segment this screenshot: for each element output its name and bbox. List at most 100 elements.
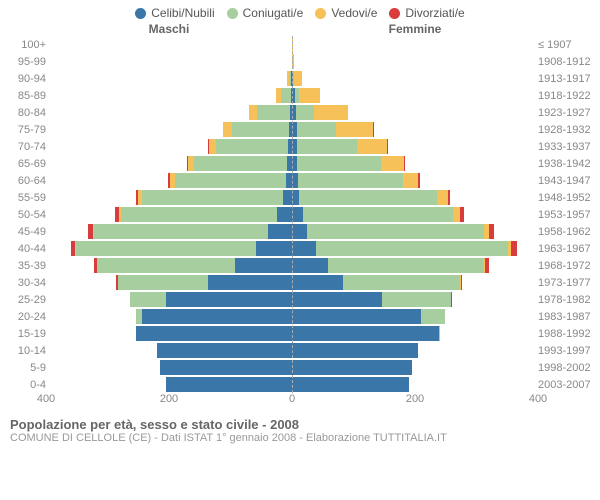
female-bar (292, 54, 532, 69)
header-female: Femmine (292, 22, 538, 36)
pyramid-row: 75-791928-1932 (0, 121, 600, 138)
legend-item-celibi: Celibi/Nubili (135, 6, 214, 20)
age-label: 20-24 (0, 311, 52, 323)
male-bar (52, 190, 292, 205)
birth-label: 1923-1927 (532, 107, 600, 119)
seg-vedovi (294, 71, 302, 86)
age-label: 95-99 (0, 56, 52, 68)
pyramid-row: 60-64 1943-1947 (0, 172, 600, 189)
female-bar (292, 105, 532, 120)
pyramid-row: 50-54 1953-1957 (0, 206, 600, 223)
pyramid-row: 100+≤ 1907 (0, 36, 600, 53)
seg-coniugati (118, 275, 208, 290)
x-tick: 200 (160, 393, 178, 411)
age-label: 5-9 (0, 362, 52, 374)
birth-label: ≤ 1907 (532, 39, 600, 51)
pyramid-row: 35-391968-1972 (0, 257, 600, 274)
pyramid-row: 70-741933-1937 (0, 138, 600, 155)
seg-celibi (292, 360, 412, 375)
female-bar (292, 241, 532, 256)
x-tick: 200 (406, 393, 424, 411)
seg-coniugati (142, 190, 283, 205)
birth-label: 1988-1992 (532, 328, 600, 340)
seg-coniugati (343, 275, 460, 290)
female-bar (292, 71, 532, 86)
legend-label: Vedovi/e (331, 6, 377, 20)
birth-label: 1963-1967 (532, 243, 600, 255)
age-label: 0-4 (0, 379, 52, 391)
age-label: 50-54 (0, 209, 52, 221)
pyramid-row: 55-591948-1952 (0, 189, 600, 206)
seg-divorziati (373, 122, 374, 137)
seg-coniugati (307, 224, 484, 239)
seg-coniugati (175, 173, 286, 188)
seg-divorziati (511, 241, 517, 256)
birth-label: 1908-1912 (532, 56, 600, 68)
female-bar (292, 190, 532, 205)
birth-label: 2003-2007 (532, 379, 600, 391)
male-bar (52, 292, 292, 307)
seg-coniugati (299, 190, 437, 205)
birth-label: 1983-1987 (532, 311, 600, 323)
male-bar (52, 122, 292, 137)
pyramid-row: 15-191988-1992 (0, 325, 600, 342)
age-label: 90-94 (0, 73, 52, 85)
female-bar (292, 139, 532, 154)
seg-divorziati (485, 258, 489, 273)
legend: Celibi/Nubili Coniugati/e Vedovi/e Divorzia… (0, 0, 600, 22)
seg-celibi (208, 275, 292, 290)
seg-coniugati (382, 292, 451, 307)
age-label: 80-84 (0, 107, 52, 119)
male-bar (52, 173, 292, 188)
birth-label: 1993-1997 (532, 345, 600, 357)
seg-coniugati (76, 241, 256, 256)
seg-coniugati (297, 156, 381, 171)
female-bar (292, 156, 532, 171)
plot-area: Fasce di età Anni di nascita 100+≤ 19079… (0, 36, 600, 393)
age-label: 25-29 (0, 294, 52, 306)
female-bar (292, 258, 532, 273)
seg-celibi (142, 309, 292, 324)
legend-item-divorziati: Divorziati/e (389, 6, 464, 20)
male-bar (52, 343, 292, 358)
legend-item-coniugati: Coniugati/e (227, 6, 304, 20)
seg-celibi (292, 275, 343, 290)
seg-celibi (256, 241, 292, 256)
pyramid-row: 45-491958-1962 (0, 223, 600, 240)
seg-coniugati (130, 292, 166, 307)
birth-label: 1933-1937 (532, 141, 600, 153)
seg-divorziati (404, 156, 405, 171)
seg-celibi (268, 224, 292, 239)
female-bar (292, 309, 532, 324)
chart-footer: Popolazione per età, sesso e stato civil… (0, 411, 600, 448)
seg-celibi (292, 326, 439, 341)
birth-label: 1918-1922 (532, 90, 600, 102)
birth-label: 1953-1957 (532, 209, 600, 221)
x-tick: 400 (529, 393, 547, 411)
seg-celibi (292, 292, 382, 307)
female-bar (292, 377, 532, 392)
seg-coniugati (94, 224, 268, 239)
seg-celibi (235, 258, 292, 273)
seg-divorziati (451, 292, 452, 307)
pyramid-row: 95-99 1908-1912 (0, 53, 600, 70)
male-bar (52, 156, 292, 171)
seg-coniugati (297, 139, 357, 154)
age-label: 60-64 (0, 175, 52, 187)
pyramid-row: 85-891918-1922 (0, 87, 600, 104)
seg-celibi (157, 343, 292, 358)
seg-coniugati (121, 207, 277, 222)
birth-label: 1938-1942 (532, 158, 600, 170)
male-bar (52, 326, 292, 341)
male-bar (52, 241, 292, 256)
male-bar (52, 258, 292, 273)
legend-label: Coniugati/e (243, 6, 304, 20)
seg-coniugati (298, 173, 403, 188)
female-bar (292, 37, 532, 52)
pyramid-row: 25-291978-1982 (0, 291, 600, 308)
legend-item-vedovi: Vedovi/e (315, 6, 377, 20)
pyramid-row: 20-24 1983-1987 (0, 308, 600, 325)
female-bar (292, 122, 532, 137)
pyramid-row: 65-691938-1942 (0, 155, 600, 172)
birth-label: 1943-1947 (532, 175, 600, 187)
